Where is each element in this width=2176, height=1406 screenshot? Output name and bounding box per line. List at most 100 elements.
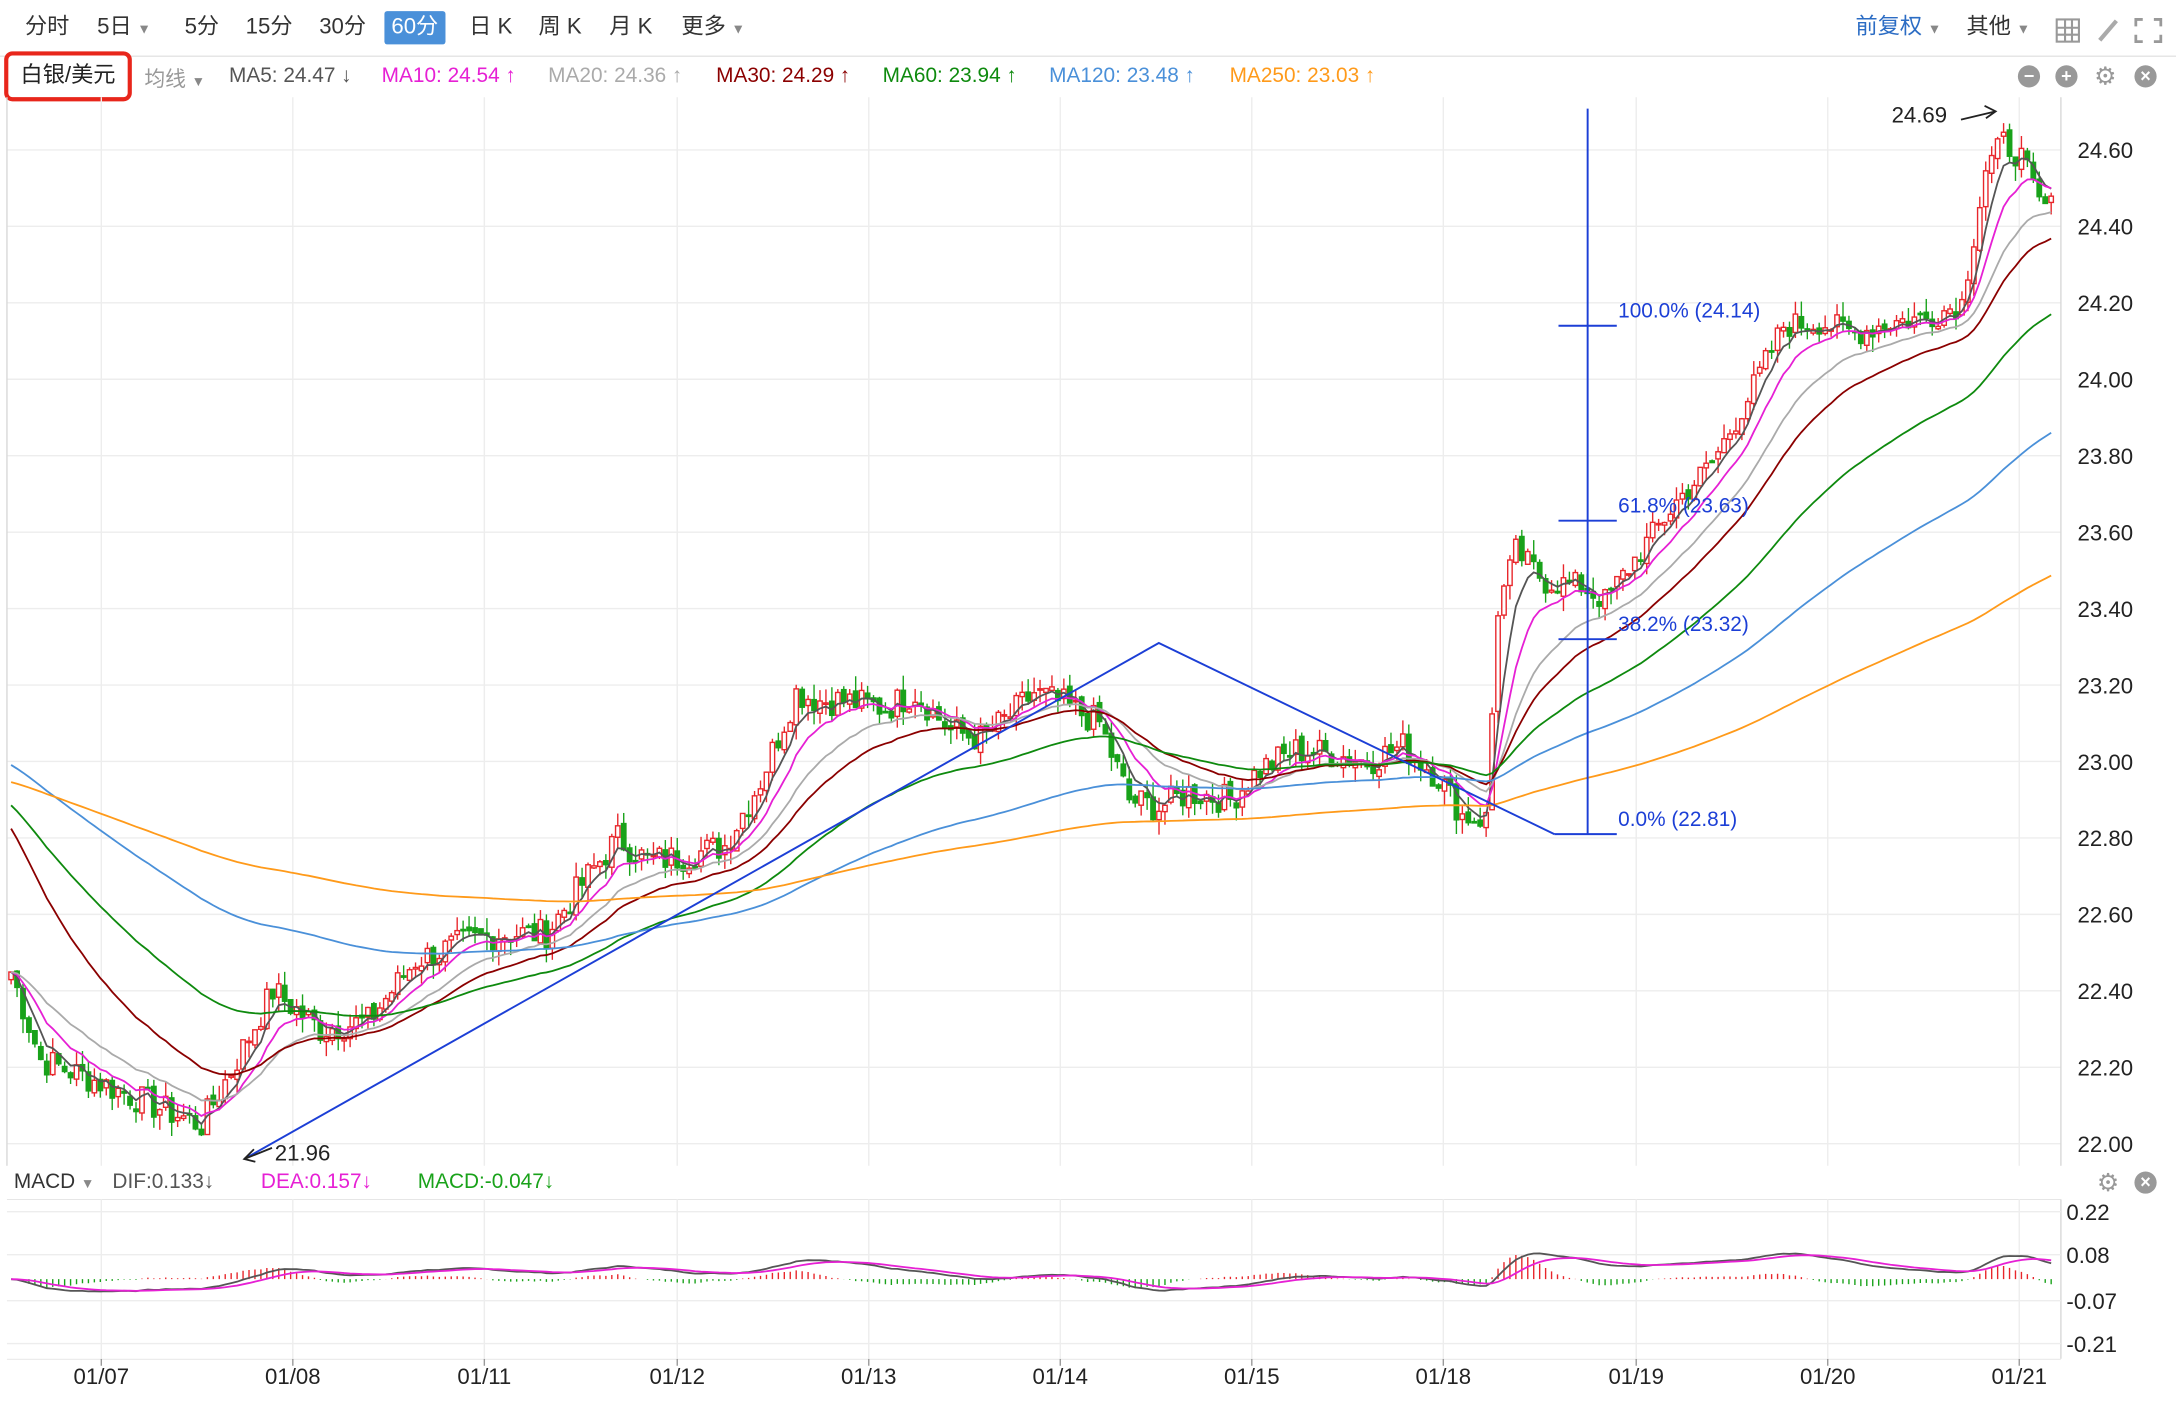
close-icon[interactable]: × — [2134, 65, 2157, 88]
candle-body — [763, 771, 770, 792]
other-label: 其他 — [1966, 15, 2011, 39]
grid-layout-icon[interactable] — [2055, 18, 2080, 43]
candle-body — [704, 839, 710, 850]
candle-body — [97, 1078, 104, 1092]
macd-settings-gear-icon[interactable]: ⚙ — [2096, 1168, 2120, 1197]
candle-body — [1019, 691, 1026, 698]
candle-body — [1721, 438, 1727, 454]
candle-body — [745, 814, 752, 818]
ma10-line — [10, 178, 2052, 1118]
y-tick-label: 22.80 — [2078, 826, 2134, 851]
candle-body — [448, 935, 455, 941]
candle-body — [1037, 688, 1043, 691]
candle-body — [787, 721, 794, 733]
macd-chart[interactable]: 0.22 0.08 -0.07 -0.21 — [0, 1199, 2176, 1359]
candle-body — [597, 861, 603, 868]
x-tick-label: 01/14 — [1033, 1364, 1089, 1389]
candle-body — [602, 860, 609, 866]
candle-body — [906, 708, 913, 713]
candle-body — [941, 721, 948, 729]
candle-body — [1834, 314, 1840, 328]
ma20-line — [10, 211, 2052, 1102]
macd-close-icon[interactable]: × — [2134, 1171, 2157, 1194]
adjust-dropdown[interactable]: 前复权 ▼ — [1855, 11, 1941, 44]
macd-legend: MACD ▼ DIF:0.133↓ DEA:0.157↓ MACD:-0.047↓… — [0, 1166, 2176, 1199]
tab-15min[interactable]: 15分 — [245, 15, 293, 39]
candle-body — [1269, 760, 1275, 770]
candle-body — [1518, 535, 1525, 562]
candle-body — [1156, 810, 1162, 821]
candle-body — [1025, 691, 1032, 702]
tab-monthly-k[interactable]: 月 K — [609, 15, 653, 39]
tab-5min[interactable]: 5分 — [184, 15, 220, 39]
tab-30min[interactable]: 30分 — [319, 15, 367, 39]
legend-ma120: MA120: 23.48 ↑ — [1049, 63, 1196, 88]
ma60-line — [10, 313, 2052, 1017]
candle-body — [805, 698, 812, 707]
candle-body — [1328, 753, 1335, 768]
minimize-icon[interactable]: − — [2017, 65, 2041, 88]
y-tick-label: 23.40 — [2078, 597, 2134, 622]
fib-level-label: 61.8% (23.63) — [1618, 494, 1749, 517]
tab-weekly-k[interactable]: 周 K — [538, 15, 582, 39]
candle-body — [900, 689, 907, 713]
tab-60min[interactable]: 60分 — [384, 11, 446, 45]
symbol-selector[interactable]: 白银/美元 — [4, 51, 132, 102]
candle-body — [61, 1065, 68, 1073]
legend-ma20: MA20: 24.36 ↑ — [548, 63, 683, 88]
add-indicator-icon[interactable]: + — [2055, 65, 2078, 88]
candle-body — [269, 988, 276, 1000]
candle-body — [156, 1108, 163, 1116]
candle-body — [710, 837, 716, 843]
candle-body — [240, 1039, 246, 1070]
candle-body — [1495, 615, 1501, 713]
candle-body — [495, 938, 502, 953]
tab-more[interactable]: 更多 ▼ — [674, 11, 752, 44]
draw-pen-icon[interactable] — [2096, 17, 2121, 45]
candle-body — [275, 983, 282, 998]
y-tick-label: 24.20 — [2078, 291, 2134, 316]
candle-body — [1560, 577, 1567, 597]
candle-body — [109, 1079, 116, 1099]
candle-body — [715, 837, 722, 859]
fullscreen-icon[interactable] — [2133, 17, 2164, 45]
ma-legend: 均线 ▼ MA5: 24.47 ↓ MA10: 24.54 ↑ MA20: 24.… — [0, 56, 2176, 98]
tab-daily-k[interactable]: 日 K — [469, 15, 513, 39]
legend-dea: DEA:0.157↓ — [260, 1170, 372, 1194]
candle-body — [1756, 366, 1763, 374]
macd-indicator-dropdown[interactable]: MACD ▼ — [14, 1170, 95, 1194]
candle-body — [91, 1079, 98, 1094]
candle-body — [1162, 804, 1168, 813]
candle-body — [1376, 769, 1382, 778]
legend-ma60: MA60: 23.94 ↑ — [882, 63, 1017, 88]
tab-5day[interactable]: 5日 ▼ — [90, 11, 158, 44]
candle-body — [519, 927, 526, 938]
settings-gear-icon[interactable]: ⚙ — [2094, 62, 2117, 91]
candle-body — [977, 725, 984, 754]
candle-body — [823, 702, 829, 706]
candle-body — [257, 1025, 264, 1030]
tab-intraday[interactable]: 分时 — [24, 15, 70, 39]
candle-body — [1257, 770, 1264, 778]
candle-body — [174, 1116, 181, 1122]
price-chart[interactable]: 24.60 24.40 24.20 24.00 23.80 23.60 23.40 23.20… — [0, 97, 2176, 1166]
candle-body — [531, 923, 538, 942]
indicator-type-dropdown[interactable]: 均线 ▼ — [144, 64, 205, 93]
candle-body — [1542, 577, 1549, 594]
candle-body — [341, 1038, 348, 1042]
candle-body — [430, 946, 437, 966]
candle-body — [2048, 195, 2055, 204]
candle-body — [418, 965, 425, 972]
candle-body — [424, 947, 431, 964]
candle-body — [1709, 460, 1716, 464]
candle-body — [769, 741, 776, 773]
candle-body — [454, 929, 461, 936]
candle-body — [2042, 196, 2049, 205]
candle-body — [1102, 724, 1109, 735]
other-dropdown[interactable]: 其他 ▼ — [1967, 11, 2031, 44]
candle-body — [686, 867, 693, 875]
x-tick-label: 01/15 — [1224, 1364, 1280, 1389]
candle-body — [1536, 561, 1543, 579]
candle-body — [1453, 783, 1460, 821]
candle-body — [1602, 589, 1609, 610]
